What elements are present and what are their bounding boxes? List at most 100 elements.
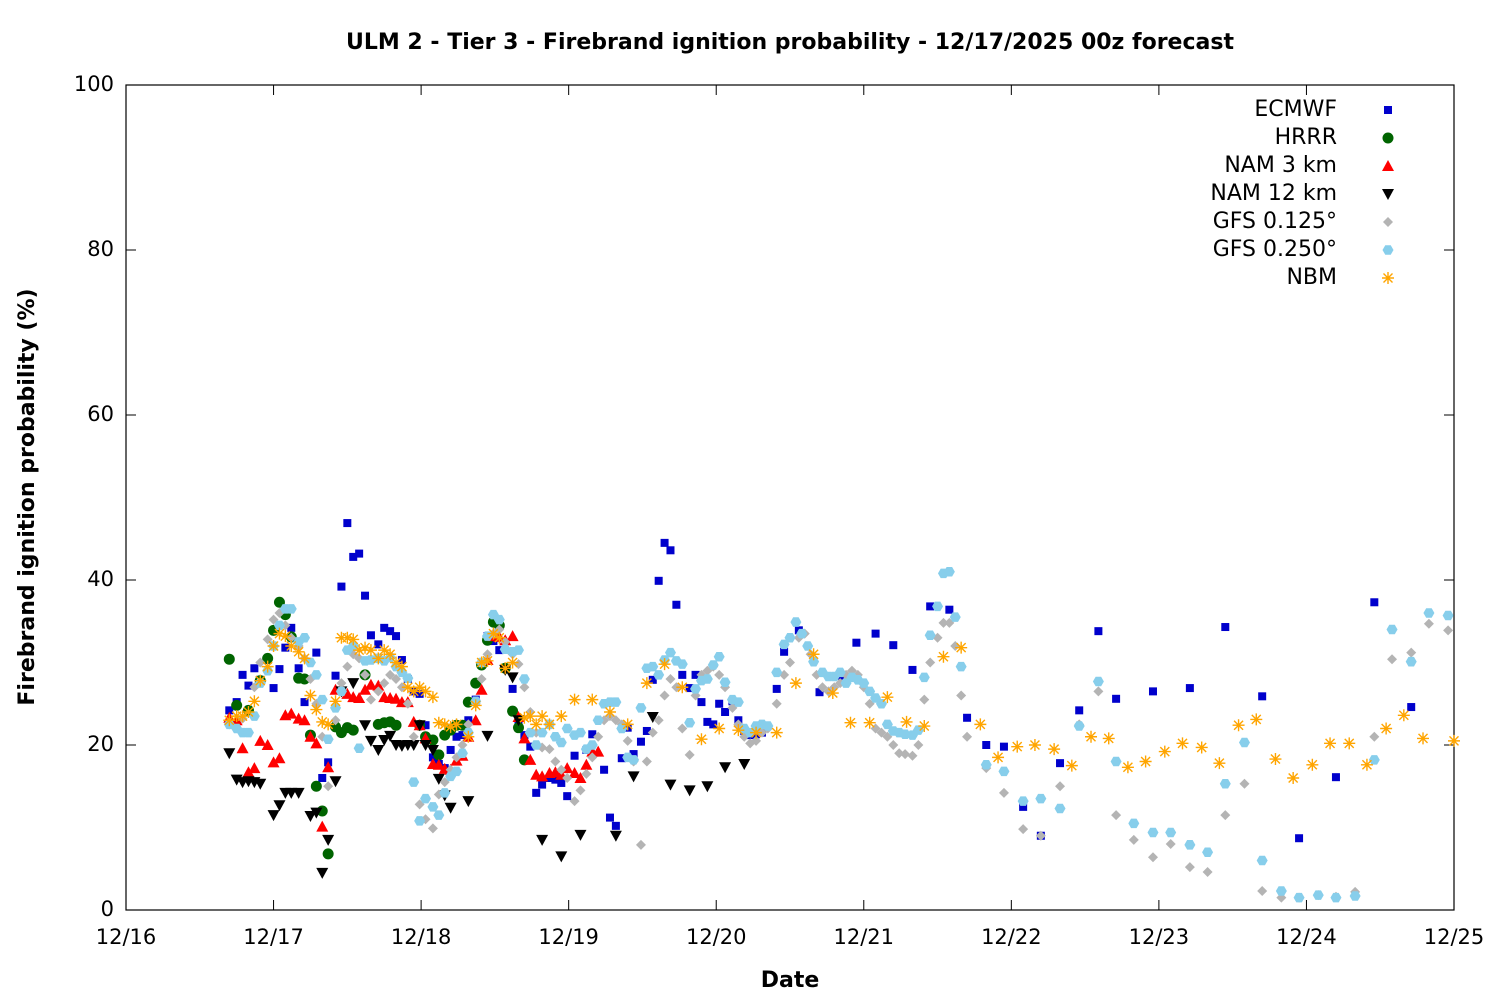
point [384, 730, 397, 742]
point [1380, 722, 1393, 735]
point [407, 740, 420, 751]
point [493, 631, 506, 644]
point [1093, 686, 1104, 697]
point [562, 773, 573, 783]
point [1221, 623, 1230, 632]
point [871, 629, 880, 638]
point [273, 627, 286, 640]
point [341, 687, 354, 699]
point [507, 705, 519, 717]
point [322, 761, 335, 773]
legend-label: HRRR [1275, 125, 1337, 150]
point [762, 721, 774, 731]
point [281, 643, 290, 652]
point [444, 720, 457, 733]
point [875, 698, 887, 709]
chart-title: ULM 2 - Tier 3 - Firebrand ignition prob… [346, 30, 1234, 55]
point [586, 740, 598, 750]
point [391, 674, 402, 684]
point [1406, 647, 1417, 658]
point [713, 651, 725, 662]
point [1139, 755, 1152, 768]
point [299, 632, 311, 643]
point [963, 713, 972, 722]
point [451, 766, 463, 777]
point [341, 631, 354, 644]
point [1073, 721, 1085, 731]
point [697, 698, 706, 707]
point [1387, 654, 1398, 665]
point [462, 796, 475, 808]
point [242, 706, 255, 718]
point [1423, 618, 1434, 629]
point [244, 681, 253, 690]
point [672, 600, 681, 609]
point [304, 730, 317, 742]
point [1256, 855, 1268, 866]
point [536, 770, 549, 782]
point [365, 694, 376, 705]
point [642, 726, 651, 735]
point [275, 665, 284, 674]
point [508, 684, 517, 693]
point [610, 697, 622, 707]
point [569, 796, 580, 807]
point [684, 749, 695, 760]
point [231, 699, 243, 711]
y-tick-label: 0 [101, 897, 114, 921]
point [1369, 731, 1380, 742]
point [335, 686, 347, 697]
x-tick-label: 12/16 [96, 925, 157, 949]
point [1360, 758, 1373, 771]
point [482, 649, 493, 660]
point [980, 760, 992, 770]
point [647, 727, 658, 738]
point [802, 641, 814, 651]
point [676, 659, 688, 669]
point [526, 742, 535, 751]
point [359, 720, 372, 732]
point [999, 742, 1008, 751]
point [588, 730, 597, 739]
point [285, 604, 297, 614]
point [426, 744, 439, 756]
point [269, 684, 278, 693]
point [518, 711, 531, 724]
point [1312, 890, 1324, 900]
point [664, 779, 677, 791]
point [640, 677, 653, 690]
point [322, 734, 334, 744]
point [397, 656, 406, 665]
point [481, 654, 494, 667]
point [826, 687, 839, 700]
point [785, 657, 795, 668]
point [408, 731, 419, 742]
point [555, 710, 568, 723]
point [420, 793, 432, 804]
point [427, 802, 439, 812]
point [1287, 772, 1300, 784]
point [419, 685, 432, 698]
point [355, 549, 364, 558]
point [506, 656, 519, 669]
point [285, 707, 298, 719]
point [316, 867, 329, 879]
point [518, 674, 530, 684]
point [943, 566, 955, 577]
y-tick-label: 60 [87, 402, 114, 426]
point [372, 652, 385, 665]
point [586, 693, 599, 706]
legend-marker [1382, 160, 1394, 171]
point [524, 727, 536, 738]
point [1019, 802, 1028, 811]
point [1121, 761, 1134, 774]
point [926, 602, 935, 611]
x-tick-label: 12/21 [834, 925, 895, 949]
point [359, 641, 372, 654]
point [881, 691, 894, 704]
point [1258, 692, 1267, 701]
x-tick-label: 12/25 [1424, 925, 1485, 949]
point [1368, 755, 1380, 765]
point [570, 751, 579, 760]
